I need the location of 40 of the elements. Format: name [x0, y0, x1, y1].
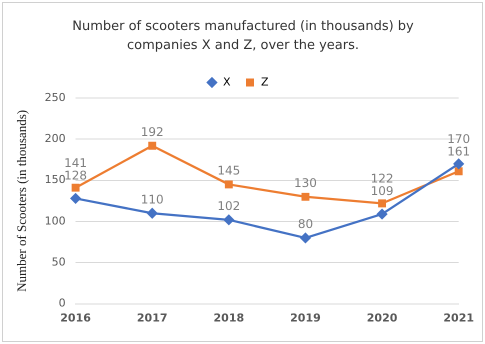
y-tick-label: 150: [44, 173, 66, 186]
point: [224, 180, 233, 188]
x-tick-label: 2021: [443, 311, 474, 324]
x-tick-label: 2018: [214, 311, 244, 324]
data-label: 170: [447, 132, 470, 146]
point: [70, 193, 81, 204]
data-label: 141: [64, 156, 88, 170]
point: [224, 214, 234, 225]
legend-label: X: [222, 75, 231, 88]
x-tick-label: 2017: [136, 311, 168, 324]
x-tick-label: 2020: [366, 311, 398, 324]
data-label: 192: [140, 124, 164, 139]
data-label: 128: [64, 168, 88, 183]
legend-label: Z: [261, 75, 269, 88]
point: [454, 158, 464, 169]
data-label: 80: [298, 217, 314, 232]
point: [376, 208, 388, 220]
point: [302, 192, 310, 201]
data-label: 145: [217, 164, 240, 178]
data-label: 130: [294, 176, 317, 190]
data-label: 109: [370, 184, 394, 198]
point: [300, 232, 311, 244]
data-label: 122: [370, 171, 394, 186]
x-tick-label: 2019: [290, 311, 321, 324]
x-tick-label: 2016: [60, 311, 92, 324]
y-tick-label: 50: [52, 256, 66, 268]
point: [148, 142, 156, 150]
y-axis-title: Number of Scooters (in thousands): [14, 110, 30, 292]
data-label: 102: [217, 198, 240, 213]
y-tick-label: 250: [44, 90, 66, 104]
point: [72, 184, 80, 192]
y-tick-label: 200: [44, 132, 66, 146]
point: [378, 199, 386, 208]
point: [454, 167, 463, 176]
chart-title: Number of scooters manufactured (in thousands) by companies X and Z, over the years.: [71, 18, 415, 55]
y-tick-label: 0: [58, 296, 66, 310]
data-label: 161: [447, 144, 470, 158]
y-tick-label: 100: [44, 214, 66, 228]
point: [147, 208, 158, 218]
data-label: 110: [140, 192, 164, 206]
